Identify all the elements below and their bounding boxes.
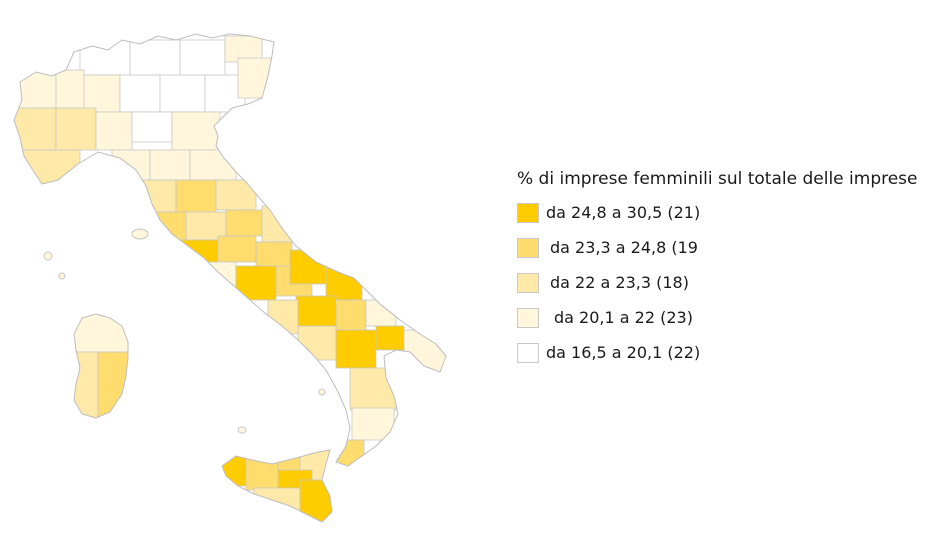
sardinia-outline <box>73 313 129 419</box>
legend-label: da 16,5 a 20,1 (22) <box>546 343 701 362</box>
province-area <box>79 39 131 76</box>
sardinia-region <box>74 314 128 418</box>
province-area <box>253 487 301 521</box>
province-area <box>145 211 187 241</box>
legend-item: da 23,3 a 24,8 (19 <box>517 237 918 259</box>
italy-provinces-map <box>13 33 447 523</box>
province-area <box>297 325 337 361</box>
map-legend: % di imprese femminili sul totale delle … <box>517 168 918 377</box>
legend-item: da 16,5 a 20,1 (22) <box>517 342 918 364</box>
province-area <box>111 149 151 181</box>
province-area <box>74 351 99 418</box>
legend-label: da 20,1 a 22 (23) <box>554 308 693 327</box>
coastline-layer <box>13 33 447 523</box>
sicily-outline <box>221 449 333 523</box>
province-area <box>79 74 121 113</box>
province-area <box>295 295 337 329</box>
province-area <box>215 179 257 211</box>
province-area <box>55 107 97 151</box>
province-area <box>335 329 377 369</box>
small-island <box>43 251 53 261</box>
small-island <box>237 426 247 434</box>
province-area <box>267 299 299 335</box>
province-area <box>325 267 363 301</box>
province-area <box>19 149 81 185</box>
small-island <box>318 388 326 396</box>
legend-swatch <box>517 273 539 293</box>
mainland-outline <box>13 33 447 467</box>
province-area <box>225 209 263 237</box>
province-area <box>337 439 365 466</box>
province-area <box>149 149 191 181</box>
legend-item: da 22 a 23,3 (18) <box>517 272 918 294</box>
province-area <box>171 111 221 151</box>
province-area <box>119 74 161 113</box>
province-area <box>335 299 367 331</box>
legend-item: da 20,1 a 22 (23) <box>517 307 918 329</box>
province-area <box>97 351 128 418</box>
province-area <box>159 74 206 113</box>
province-area <box>237 57 273 99</box>
province-area <box>349 367 397 411</box>
province-area <box>95 111 133 151</box>
province-area <box>185 211 227 241</box>
legend-swatch <box>517 203 539 223</box>
province-area <box>129 39 181 76</box>
legend-label: da 23,3 a 24,8 (19 <box>550 238 698 257</box>
legend-item: da 24,8 a 30,5 (21) <box>517 202 918 224</box>
province-area <box>375 325 405 351</box>
small-island <box>58 272 66 280</box>
province-area <box>201 261 237 291</box>
province-area <box>131 111 173 143</box>
province-area <box>179 39 226 76</box>
province-area <box>245 451 279 491</box>
legend-swatch <box>517 343 539 363</box>
province-area <box>289 249 327 285</box>
province-area <box>74 314 128 353</box>
legend-swatch <box>517 308 539 328</box>
province-layer <box>14 34 446 522</box>
legend-swatch <box>517 238 539 258</box>
legend-label: da 22 a 23,3 (18) <box>550 273 689 292</box>
province-area <box>351 407 395 441</box>
province-area <box>235 265 277 301</box>
legend-title: % di imprese femminili sul totale delle … <box>517 169 918 189</box>
province-area <box>189 149 237 181</box>
province-area <box>14 107 57 151</box>
province-area <box>55 69 85 109</box>
province-area <box>175 179 217 213</box>
small-island <box>131 228 149 240</box>
legend-label: da 24,8 a 30,5 (21) <box>546 203 701 222</box>
province-area <box>217 235 257 263</box>
